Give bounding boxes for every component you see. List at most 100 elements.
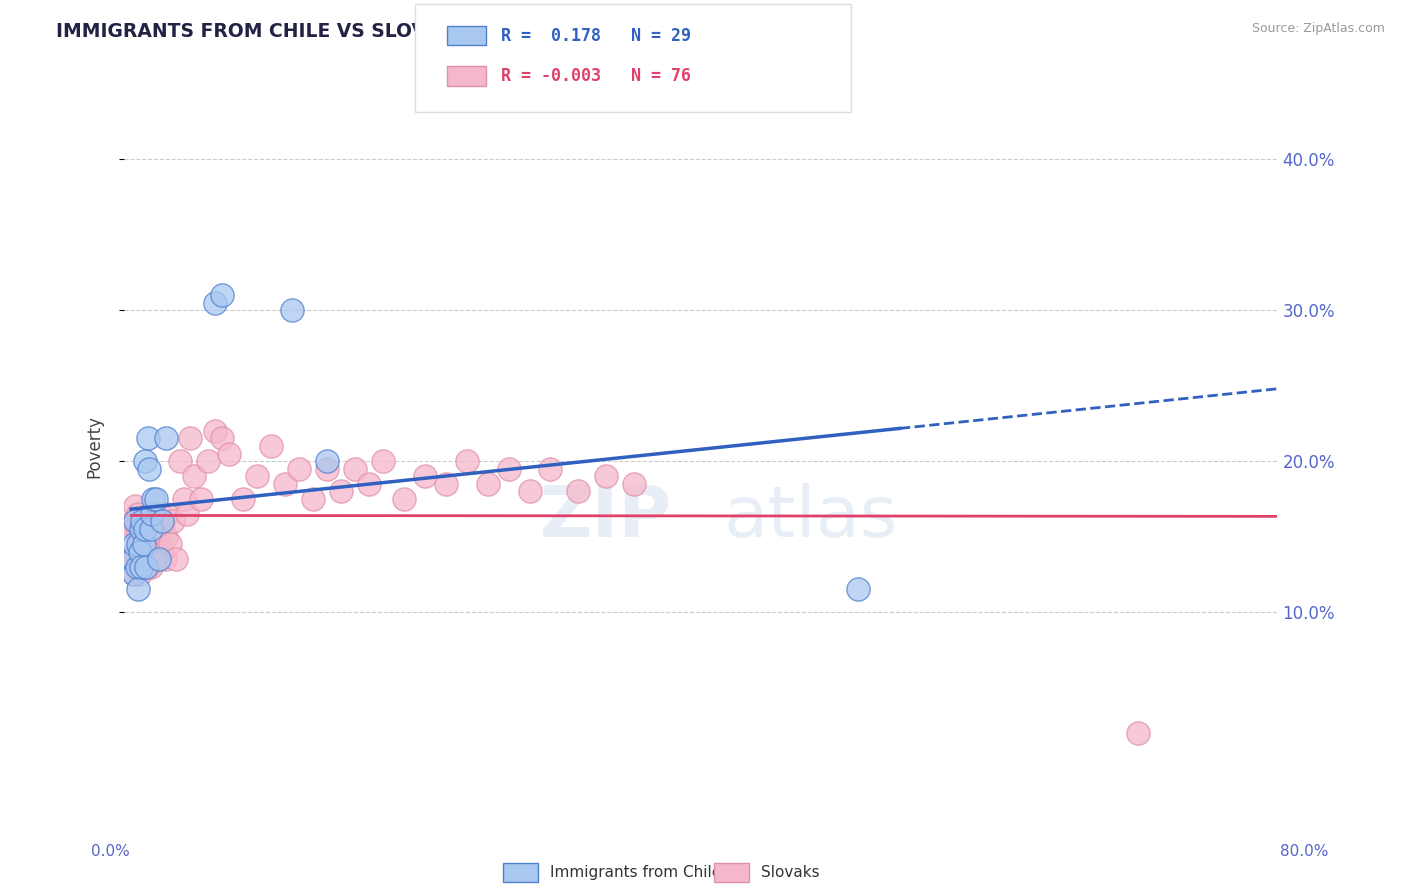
Point <box>145 507 167 521</box>
Point <box>131 530 153 544</box>
Text: Immigrants from Chile: Immigrants from Chile <box>550 865 721 880</box>
Point <box>329 484 352 499</box>
Point <box>519 484 541 499</box>
Point <box>135 559 157 574</box>
Text: 80.0%: 80.0% <box>1281 845 1329 859</box>
Point <box>477 476 499 491</box>
Point <box>159 537 181 551</box>
Point <box>315 461 337 475</box>
Point <box>138 537 160 551</box>
Point <box>135 544 157 558</box>
Point <box>595 469 617 483</box>
Point <box>132 544 155 558</box>
Text: Source: ZipAtlas.com: Source: ZipAtlas.com <box>1251 22 1385 36</box>
Point <box>846 582 869 597</box>
Point <box>145 491 167 506</box>
Point <box>260 439 283 453</box>
Point <box>134 559 156 574</box>
Point <box>132 515 155 529</box>
Point <box>129 522 152 536</box>
Point <box>122 537 145 551</box>
Point <box>498 461 520 475</box>
Point <box>371 454 394 468</box>
Point <box>131 515 153 529</box>
Point <box>288 461 311 475</box>
Point <box>183 469 205 483</box>
Point <box>567 484 589 499</box>
Point <box>169 454 191 468</box>
Point <box>176 507 198 521</box>
Point <box>129 559 152 574</box>
Point <box>122 567 145 582</box>
Point <box>125 559 148 574</box>
Point <box>281 303 304 318</box>
Point <box>156 507 179 521</box>
Point <box>456 454 478 468</box>
Point <box>211 432 233 446</box>
Point <box>127 537 149 551</box>
Point <box>153 552 176 566</box>
Point <box>134 530 156 544</box>
Point <box>141 537 163 551</box>
Text: atlas: atlas <box>724 483 898 551</box>
Point <box>143 530 166 544</box>
Text: R =  0.178   N = 29: R = 0.178 N = 29 <box>501 27 690 45</box>
Point <box>131 559 153 574</box>
Text: 0.0%: 0.0% <box>91 845 131 859</box>
Point <box>128 522 150 536</box>
Point <box>136 432 159 446</box>
Point <box>127 507 149 521</box>
Point <box>413 469 436 483</box>
Point <box>148 552 170 566</box>
Point <box>135 515 157 529</box>
Point <box>142 552 165 566</box>
Point <box>138 507 160 521</box>
Point <box>121 515 143 529</box>
Point <box>232 491 254 506</box>
Point <box>343 461 366 475</box>
Point <box>540 461 562 475</box>
Point <box>302 491 325 506</box>
Point <box>141 507 163 521</box>
Point <box>124 544 146 558</box>
Point <box>197 454 219 468</box>
Point <box>139 522 162 536</box>
Point <box>246 469 269 483</box>
Point <box>121 552 143 566</box>
Point <box>129 515 152 529</box>
Point <box>190 491 212 506</box>
Point <box>136 559 159 574</box>
Y-axis label: Poverty: Poverty <box>86 415 103 477</box>
Point <box>134 454 156 468</box>
Point <box>392 491 415 506</box>
Text: ZIP: ZIP <box>540 483 672 551</box>
Point <box>152 522 174 536</box>
Text: R = -0.003   N = 76: R = -0.003 N = 76 <box>501 67 690 85</box>
Point <box>155 432 177 446</box>
Point <box>122 522 145 536</box>
Point <box>148 530 170 544</box>
Point <box>434 476 457 491</box>
Point <box>204 424 226 438</box>
Point <box>127 537 149 551</box>
Point <box>132 537 155 551</box>
Point <box>315 454 337 468</box>
Point <box>142 491 165 506</box>
Point <box>124 500 146 514</box>
Point <box>162 515 184 529</box>
Point <box>211 288 233 302</box>
Text: IMMIGRANTS FROM CHILE VS SLOVAK POVERTY CORRELATION CHART: IMMIGRANTS FROM CHILE VS SLOVAK POVERTY … <box>56 22 789 41</box>
Point <box>124 515 146 529</box>
Point <box>146 552 169 566</box>
Point <box>125 559 148 574</box>
Point <box>136 522 159 536</box>
Point <box>204 295 226 310</box>
Point <box>138 461 160 475</box>
Point <box>121 552 143 566</box>
Point <box>150 544 173 558</box>
Point <box>134 522 156 536</box>
Point <box>149 507 172 521</box>
Point <box>155 530 177 544</box>
Point <box>357 476 380 491</box>
Point <box>139 559 162 574</box>
